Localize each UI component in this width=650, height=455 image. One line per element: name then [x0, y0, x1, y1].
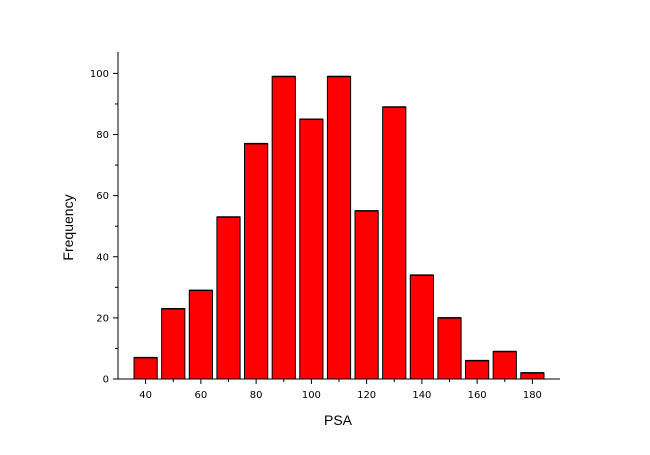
histogram-bar	[437, 317, 462, 380]
histogram-bar	[520, 372, 545, 380]
x-tick-label: 80	[250, 390, 263, 401]
x-axis-title: PSA	[324, 412, 353, 428]
histogram-bar	[409, 274, 434, 380]
y-tick-label: 80	[96, 130, 109, 141]
histogram-bar	[271, 75, 296, 380]
x-tick-label: 100	[302, 390, 321, 401]
histogram-bar	[133, 357, 158, 380]
x-tick-label: 140	[412, 390, 431, 401]
histogram-bar	[492, 350, 517, 380]
histogram-bar	[382, 106, 407, 380]
bars-layer	[133, 75, 545, 380]
histogram-bar	[354, 210, 379, 380]
histogram-bar	[465, 360, 490, 380]
histogram-bar	[244, 143, 269, 380]
histogram-bar	[326, 75, 352, 380]
x-tick-label: 160	[468, 390, 487, 401]
histogram-bar	[161, 308, 186, 380]
y-tick-label: 100	[90, 69, 109, 80]
y-tick-label: 40	[96, 252, 109, 263]
histogram-bar	[216, 216, 241, 380]
y-tick-label: 20	[96, 313, 109, 324]
ticks-layer: 40 60 80 100 120 140 160 180 0 20 40 60 80 100	[90, 69, 542, 401]
x-tick-label: 180	[523, 390, 542, 401]
y-axis-title: Frequency	[60, 194, 76, 260]
histogram-bar	[299, 118, 324, 380]
x-tick-label: 60	[195, 390, 208, 401]
y-tick-label: 0	[103, 375, 109, 386]
x-tick-label: 120	[357, 390, 376, 401]
x-tick-label: 40	[139, 390, 152, 401]
y-tick-label: 60	[96, 191, 109, 202]
histogram-bar	[188, 289, 213, 380]
